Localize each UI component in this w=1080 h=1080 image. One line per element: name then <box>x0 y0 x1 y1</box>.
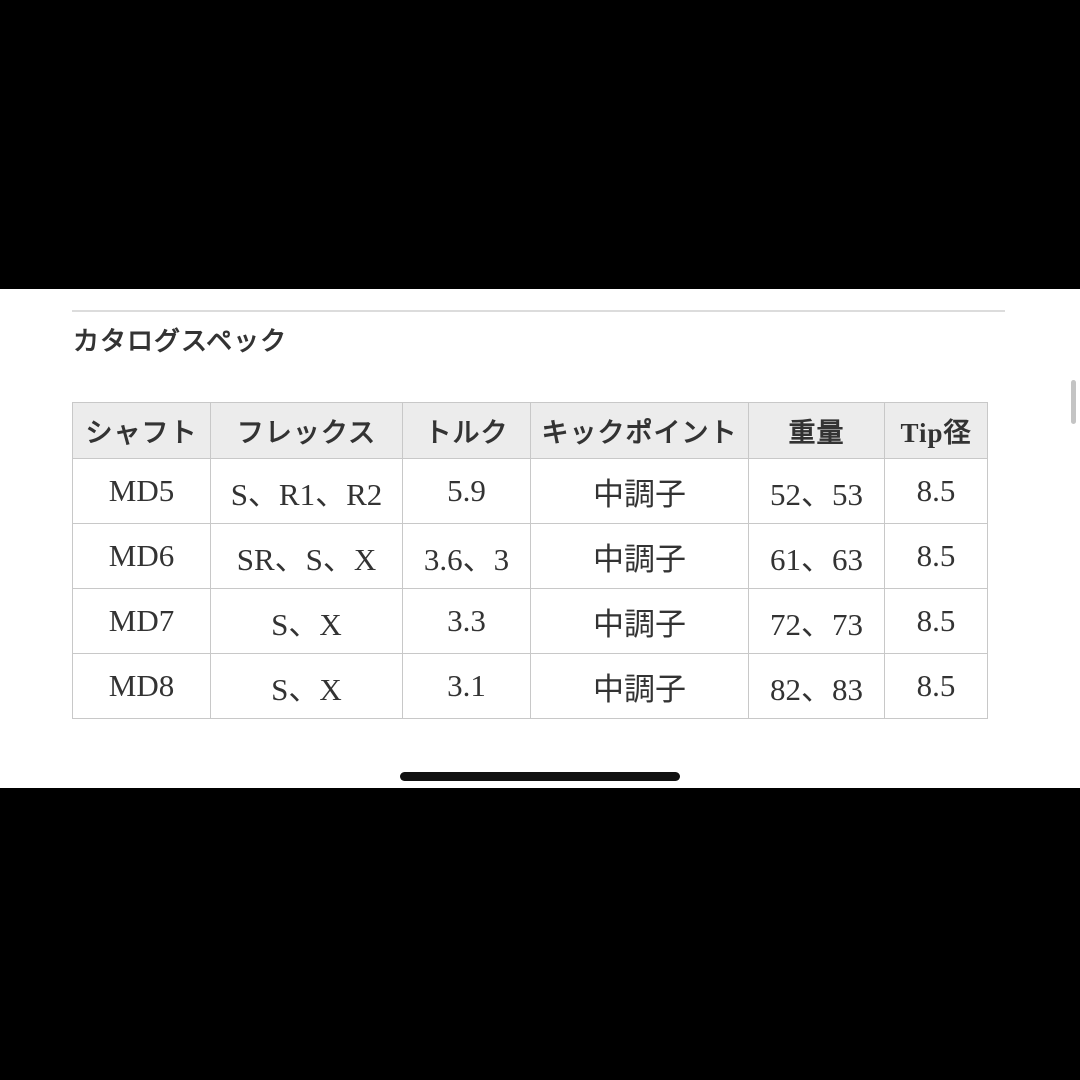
column-header-shaft: シャフト <box>72 402 211 459</box>
cell-tip-diameter: 8.5 <box>884 458 988 524</box>
scrollbar-thumb[interactable] <box>1071 380 1076 424</box>
header-row: シャフト フレックス トルク キックポイント 重量 Tip径 <box>72 402 988 459</box>
cell-weight: 82、83 <box>748 653 885 719</box>
cell-weight: 52、53 <box>748 458 885 524</box>
cell-kickpoint: 中調子 <box>530 588 749 654</box>
cell-tip-diameter: 8.5 <box>884 523 988 589</box>
section-divider <box>72 310 1005 312</box>
home-indicator[interactable] <box>400 772 680 781</box>
cell-tip-diameter: 8.5 <box>884 653 988 719</box>
spec-table-body: MD5 S、R1、R2 5.9 中調子 52、53 8.5 MD6 SR、S、X… <box>72 458 988 719</box>
column-header-flex: フレックス <box>210 402 403 459</box>
cell-shaft: MD8 <box>72 653 211 719</box>
cell-torque: 5.9 <box>402 458 531 524</box>
cell-weight: 72、73 <box>748 588 885 654</box>
spec-table: シャフト フレックス トルク キックポイント 重量 Tip径 MD5 S、R1、… <box>72 402 988 719</box>
column-header-weight: 重量 <box>748 402 885 459</box>
cell-shaft: MD6 <box>72 523 211 589</box>
cell-tip-diameter: 8.5 <box>884 588 988 654</box>
cell-kickpoint: 中調子 <box>530 458 749 524</box>
table-row-md6: MD6 SR、S、X 3.6、3 中調子 61、63 8.5 <box>72 523 988 589</box>
column-header-torque: トルク <box>402 402 531 459</box>
cell-torque: 3.1 <box>402 653 531 719</box>
cell-flex: S、X <box>210 588 403 654</box>
cell-torque: 3.3 <box>402 588 531 654</box>
table-row-md7: MD7 S、X 3.3 中調子 72、73 8.5 <box>72 588 988 654</box>
spec-table-head: シャフト フレックス トルク キックポイント 重量 Tip径 <box>72 402 988 459</box>
column-header-kickpoint: キックポイント <box>530 402 749 459</box>
cell-kickpoint: 中調子 <box>530 653 749 719</box>
cell-kickpoint: 中調子 <box>530 523 749 589</box>
cell-shaft: MD5 <box>72 458 211 524</box>
cell-flex: S、X <box>210 653 403 719</box>
cell-flex: SR、S、X <box>210 523 403 589</box>
cell-flex: S、R1、R2 <box>210 458 403 524</box>
cell-shaft: MD7 <box>72 588 211 654</box>
column-header-tip-diameter: Tip径 <box>884 402 988 459</box>
cell-torque: 3.6、3 <box>402 523 531 589</box>
table-row-md8: MD8 S、X 3.1 中調子 82、83 8.5 <box>72 653 988 719</box>
cell-weight: 61、63 <box>748 523 885 589</box>
page-content: カタログスペック シャフト フレックス トルク キックポイント 重量 Tip径 … <box>0 289 1080 788</box>
table-row-md5: MD5 S、R1、R2 5.9 中調子 52、53 8.5 <box>72 458 988 524</box>
section-title: カタログスペック <box>73 327 288 356</box>
